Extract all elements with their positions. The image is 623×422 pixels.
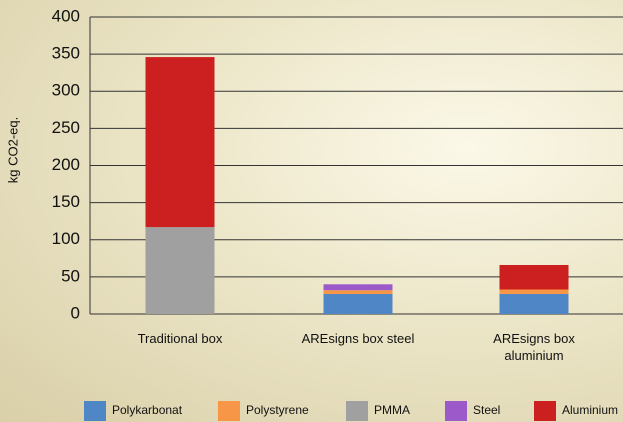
y-tick-label: 50 [61, 266, 80, 285]
legend-label: Polykarbonat [112, 403, 183, 417]
legend-label: PMMA [374, 403, 410, 417]
legend-label: Polystyrene [246, 403, 309, 417]
bar-segment [500, 294, 569, 314]
y-tick-label: 100 [52, 229, 80, 248]
legend-swatch [534, 401, 556, 421]
bar-segment [324, 294, 393, 314]
bar-segment [324, 284, 393, 290]
y-tick-label: 300 [52, 81, 80, 100]
bar-segment [324, 290, 393, 294]
legend-label: Steel [473, 403, 500, 417]
legend-swatch [445, 401, 467, 421]
y-axis-label: kg CO2-eq. [5, 117, 20, 183]
y-tick-label: 0 [71, 303, 80, 322]
y-tick-label: 250 [52, 118, 80, 137]
x-tick-label: AREsigns box aluminium [464, 330, 604, 364]
x-tick-label: Traditional box [110, 330, 250, 347]
y-tick-label: 200 [52, 155, 80, 174]
legend-swatch [346, 401, 368, 421]
chart: kg CO2-eq. 0 50 100 150 200 250 300 350 400 Polyk… [0, 0, 623, 422]
y-tick-label: 350 [52, 44, 80, 63]
y-tick-label: 400 [52, 6, 80, 25]
x-tick-label: AREsigns box steel [288, 330, 428, 347]
legend-label: Aluminium [562, 403, 618, 417]
bar-segment [500, 289, 569, 293]
y-tick-label: 150 [52, 192, 80, 211]
legend-swatch [84, 401, 106, 421]
legend-swatch [218, 401, 240, 421]
bar-segment [146, 57, 215, 227]
bar-segment [500, 265, 569, 290]
bar-segment [146, 227, 215, 314]
